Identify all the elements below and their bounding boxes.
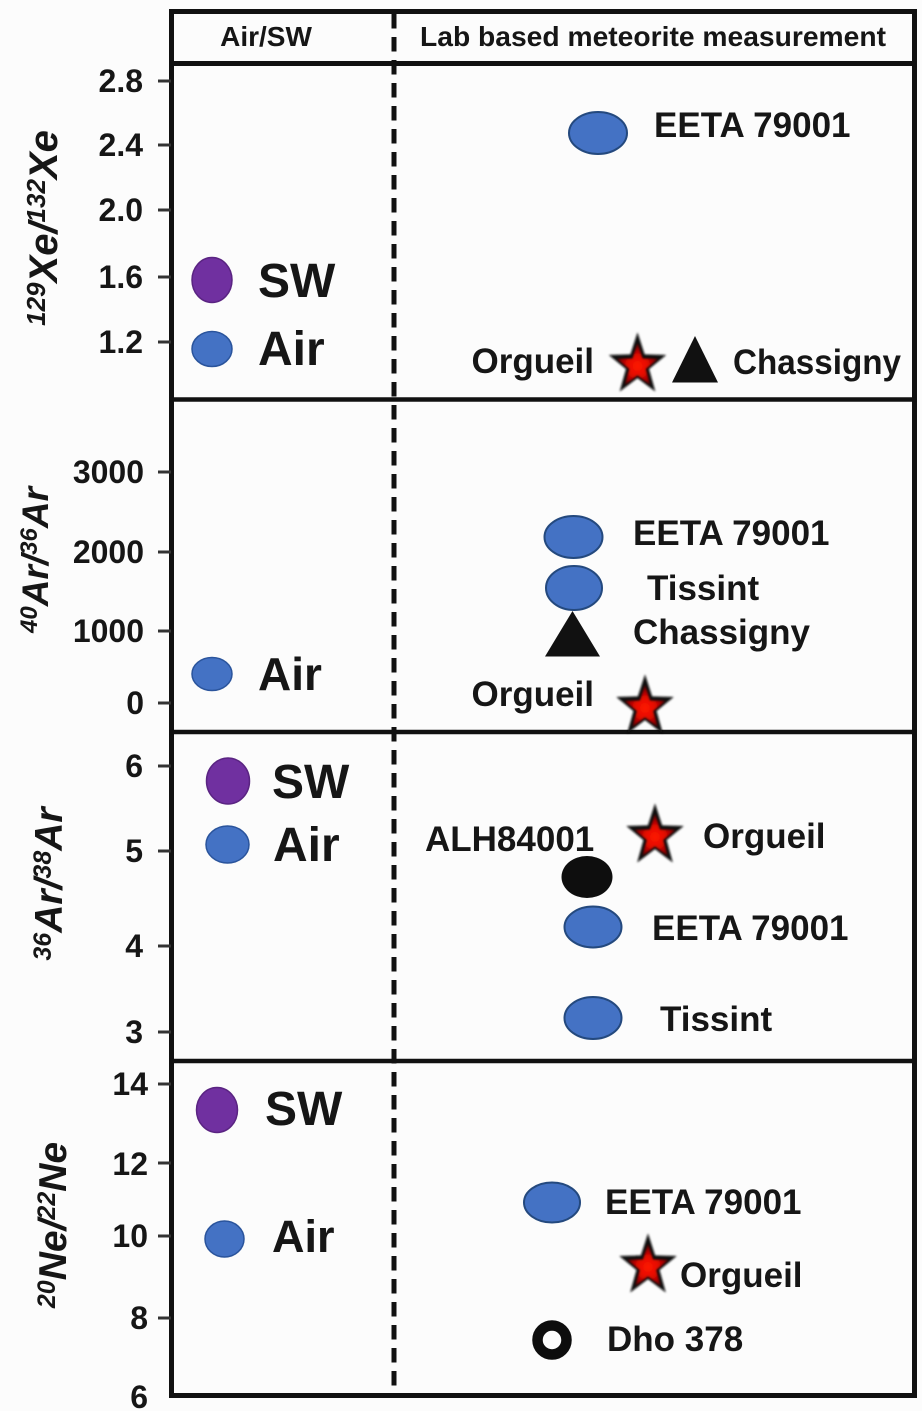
svg-text:Orgueil: Orgueil [703, 817, 826, 856]
svg-text:EETA 79001: EETA 79001 [605, 1183, 802, 1222]
svg-text:Chassigny: Chassigny [733, 343, 902, 382]
svg-text:14: 14 [112, 1066, 148, 1102]
svg-text:Air: Air [272, 1211, 335, 1262]
svg-text:Orgueil: Orgueil [471, 675, 594, 714]
svg-text:Orgueil: Orgueil [680, 1256, 803, 1295]
svg-text:ALH84001: ALH84001 [425, 820, 594, 859]
svg-text:Air: Air [258, 323, 325, 376]
svg-text:Air: Air [258, 648, 322, 700]
svg-text:1.6: 1.6 [99, 259, 143, 295]
svg-text:EETA 79001: EETA 79001 [652, 909, 849, 948]
svg-text:40Ar/36Ar: 40Ar/36Ar [15, 484, 56, 634]
svg-text:0: 0 [126, 685, 144, 721]
svg-text:2.4: 2.4 [99, 127, 144, 163]
svg-text:2.0: 2.0 [99, 192, 143, 228]
svg-text:1.2: 1.2 [99, 324, 143, 360]
svg-text:10: 10 [112, 1218, 148, 1254]
svg-text:Tissint: Tissint [647, 569, 760, 608]
svg-text:12: 12 [112, 1146, 148, 1182]
svg-text:5: 5 [125, 833, 143, 869]
svg-text:8: 8 [130, 1300, 148, 1336]
svg-text:6: 6 [130, 1379, 148, 1411]
svg-text:Lab based meteorite measuremen: Lab based meteorite measurement [420, 21, 886, 52]
svg-text:EETA 79001: EETA 79001 [633, 514, 830, 553]
svg-text:2.8: 2.8 [99, 63, 143, 99]
svg-text:129Xe/132Xe: 129Xe/132Xe [21, 130, 66, 326]
svg-text:Orgueil: Orgueil [471, 342, 594, 381]
svg-text:3000: 3000 [73, 454, 144, 490]
svg-text:SW: SW [272, 756, 350, 809]
svg-text:4: 4 [125, 928, 143, 964]
svg-text:Air/SW: Air/SW [220, 21, 312, 52]
svg-text:6: 6 [125, 748, 143, 784]
svg-text:SW: SW [258, 255, 336, 308]
svg-text:Tissint: Tissint [660, 1000, 773, 1039]
svg-text:20Ne/22Ne: 20Ne/22Ne [32, 1142, 75, 1309]
svg-text:2000: 2000 [73, 534, 144, 570]
svg-text:1000: 1000 [73, 613, 144, 649]
svg-text:Air: Air [273, 819, 340, 872]
svg-text:36Ar/38Ar: 36Ar/38Ar [28, 806, 71, 961]
svg-text:Dho 378: Dho 378 [607, 1320, 743, 1359]
svg-text:3: 3 [125, 1014, 143, 1050]
svg-text:SW: SW [265, 1083, 343, 1136]
svg-text:Chassigny: Chassigny [633, 613, 811, 652]
svg-text:EETA 79001: EETA 79001 [654, 106, 851, 145]
